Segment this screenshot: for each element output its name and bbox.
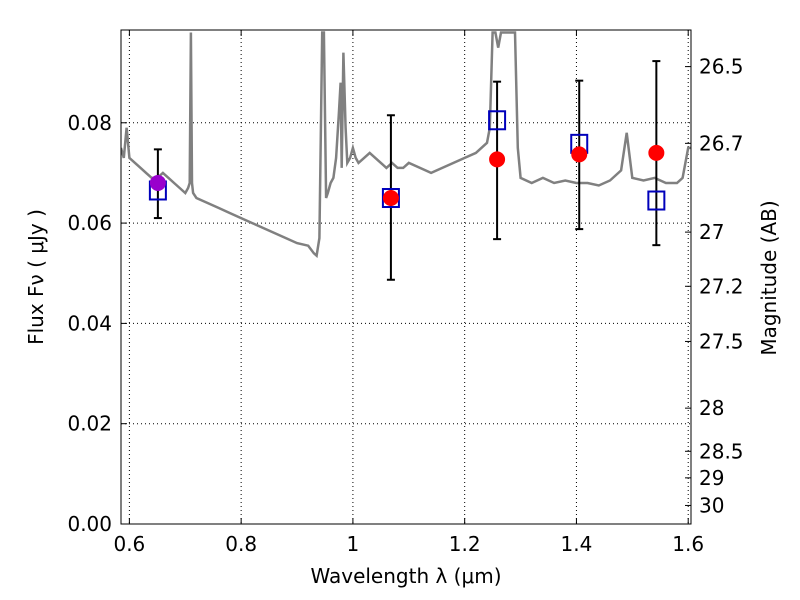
plot-frame [120, 29, 692, 525]
model-spectrum-layer [121, 31, 691, 259]
y2-tick-label: 28.5 [699, 439, 744, 463]
y2-tick-label: 30 [699, 493, 724, 517]
y-axis-title: Flux Fν ( μJy ) [24, 209, 48, 345]
model-photometry-square [488, 110, 507, 131]
x-tick-label: 0.6 [113, 532, 145, 556]
observed-data-point [382, 190, 399, 207]
y2-tick-label: 26.7 [699, 131, 744, 155]
y2-tick-label: 27.2 [699, 274, 744, 298]
y2-tick-label: 27 [699, 220, 724, 244]
y2-tick-label: 28 [699, 396, 724, 420]
model-spectrum-line [121, 31, 691, 259]
x-tick-label: 1.4 [561, 532, 593, 556]
model-photometry-square [647, 190, 666, 211]
y2-tick-label: 26.5 [699, 55, 744, 79]
x-axis-title: Wavelength λ (μm) [310, 564, 501, 588]
purple-data-point [149, 174, 166, 191]
markers-layer [148, 110, 666, 211]
y2-tick-label: 29 [699, 466, 724, 490]
y-tick-label: 0.00 [67, 512, 112, 536]
observed-data-point [648, 144, 665, 161]
y-tick-label: 0.04 [67, 311, 112, 335]
y2-tick-label: 27.5 [699, 329, 744, 353]
y2-axis-ticks: 26.5 26.7 27 27.2 27.5 28 28.5 29 30 [685, 55, 744, 517]
observed-data-point [571, 146, 588, 163]
y-axis-ticks: 0.00 0.02 0.04 0.06 0.08 [67, 111, 127, 536]
x-tick-label: 1.6 [672, 532, 704, 556]
y2-axis-title: Magnitude (AB) [757, 200, 781, 355]
x-tick-label: 0.8 [225, 532, 257, 556]
error-bars-layer [153, 60, 661, 281]
x-tick-label: 1 [347, 532, 360, 556]
grid-lines [121, 30, 691, 525]
x-tick-label: 1.2 [449, 532, 481, 556]
observed-data-point [489, 151, 506, 168]
x-axis-ticks: 0.6 0.8 1 1.2 1.4 1.6 [113, 30, 704, 556]
y-tick-label: 0.06 [67, 211, 112, 235]
y-tick-label: 0.08 [67, 111, 112, 135]
y-tick-label: 0.02 [67, 412, 112, 436]
